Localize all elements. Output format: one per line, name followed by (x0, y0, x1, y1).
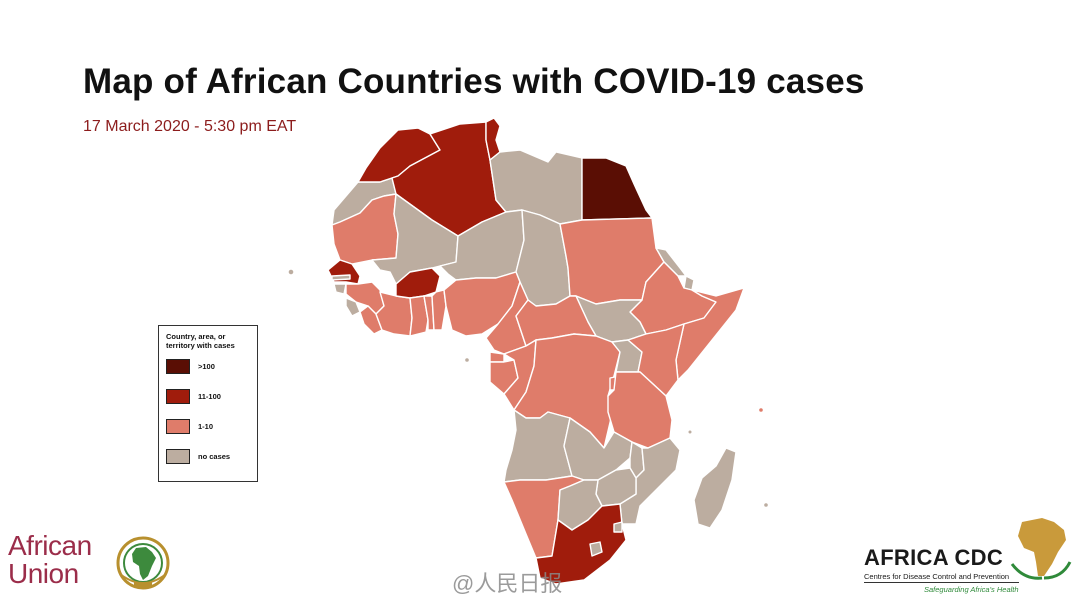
legend-swatch (166, 358, 190, 374)
africa-cdc-emblem-icon (1010, 518, 1072, 580)
region-ivory-coast (375, 291, 413, 337)
region-kenya (627, 323, 685, 397)
africa-cdc-logo: AFRICA CDC Centres for Disease Control a… (862, 514, 1076, 604)
region-lesotho (589, 541, 603, 557)
region-tunisia (485, 117, 501, 161)
watermark: @人民日报 (452, 571, 563, 596)
region-cape-verde (287, 268, 295, 276)
legend-item: 1-10 (166, 418, 250, 434)
legend-item: no cases (166, 448, 250, 464)
region-sierra-leone (345, 297, 361, 317)
africa-cdc-tagline: Safeguarding Africa's Health (924, 585, 1019, 594)
page-title: Map of African Countries with COVID-19 c… (83, 62, 865, 101)
legend-swatch (166, 448, 190, 464)
region-seychelles (757, 406, 765, 414)
africa-cdc-divider (864, 582, 1019, 583)
region-madagascar (693, 447, 737, 529)
legend-label: 1-10 (198, 421, 214, 431)
page-subtitle: 17 March 2020 - 5:30 pm EAT (83, 118, 297, 135)
region-guinea-bissau (333, 283, 347, 295)
map-legend: Country, area, or territory with cases >… (158, 325, 258, 482)
african-union-emblem-icon (116, 536, 170, 590)
african-union-logo: African Union (8, 530, 178, 600)
region-mauritius (762, 501, 770, 509)
legend-label: >100 (198, 361, 215, 371)
region-angola (503, 409, 573, 483)
region-eswatini (613, 521, 623, 533)
region-eq-guinea (489, 351, 505, 363)
region-comoros (687, 429, 693, 435)
legend-item: >100 (166, 358, 250, 374)
africa-cdc-subtitle: Centres for Disease Control and Preventi… (864, 572, 1010, 581)
african-union-line1: African (8, 530, 92, 561)
legend-title: Country, area, or territory with cases (166, 332, 235, 350)
region-mozambique (619, 437, 681, 525)
region-sao-tome (463, 356, 471, 364)
legend-swatch (166, 388, 190, 404)
legend-label: 11-100 (198, 391, 221, 401)
region-egypt (581, 157, 653, 221)
region-gambia (331, 274, 351, 281)
legend-label: no cases (198, 451, 231, 461)
legend-item: 11-100 (166, 388, 250, 404)
region-benin (431, 289, 447, 331)
african-union-wordmark: African Union (8, 532, 92, 588)
region-south-africa (535, 503, 627, 585)
african-union-line2: Union (8, 558, 79, 589)
region-togo (423, 295, 435, 331)
legend-swatch (166, 418, 190, 434)
africa-cdc-wordmark: AFRICA CDC (864, 545, 1004, 570)
region-zambia (563, 417, 633, 481)
